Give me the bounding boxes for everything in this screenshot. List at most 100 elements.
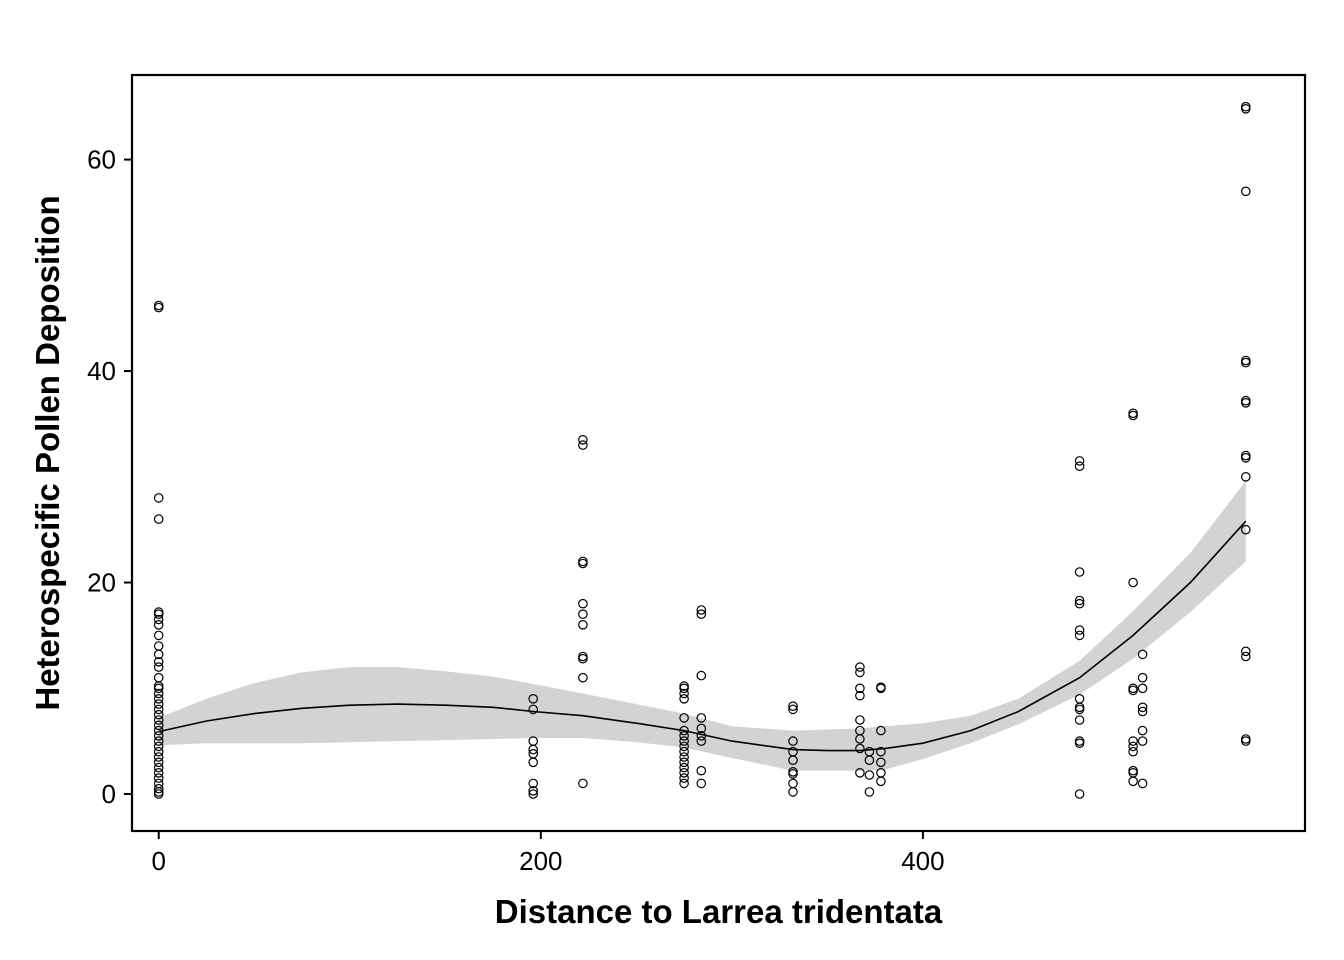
data-point: [696, 713, 707, 723]
y-axis-title: Heterospecific Pollen Deposition: [29, 195, 66, 710]
data-point: [679, 778, 689, 789]
data-point: [528, 785, 538, 796]
data-point: [696, 609, 707, 619]
data-point: [578, 434, 588, 445]
data-point: [864, 755, 875, 765]
data-point: [578, 778, 588, 789]
confidence-band: [158, 481, 1246, 771]
plot-frame: [130, 73, 1307, 833]
data-point: [679, 736, 689, 746]
data-point: [153, 656, 164, 667]
data-point: [696, 723, 707, 734]
data-point: [1241, 357, 1251, 368]
data-point: [855, 743, 865, 754]
data-point: [153, 619, 164, 630]
data-point: [1074, 598, 1085, 609]
data-point: [153, 767, 164, 778]
data-point: [153, 630, 164, 641]
data-point: [876, 776, 886, 787]
data-point: [153, 752, 164, 762]
data-point: [1137, 725, 1148, 736]
x-tick-label: 400: [901, 846, 944, 876]
data-point: [153, 715, 164, 725]
data-point: [1241, 736, 1251, 746]
data-point: [1241, 452, 1251, 463]
data-point: [578, 558, 588, 569]
data-point: [153, 493, 164, 503]
data-point: [1241, 471, 1251, 482]
data-point: [1137, 736, 1148, 746]
data-point: [788, 755, 798, 765]
data-point: [864, 770, 875, 780]
data-point: [153, 614, 164, 625]
data-point: [1241, 186, 1251, 197]
data-point: [153, 300, 164, 311]
data-point: [679, 683, 689, 694]
data-point: [1241, 104, 1251, 114]
data-point: [876, 683, 886, 694]
data-point: [855, 690, 865, 701]
data-point: [679, 773, 689, 783]
smooth-fit-line: [158, 520, 1247, 752]
data-point: [1128, 685, 1138, 696]
data-point: [1128, 410, 1138, 421]
data-point: [153, 741, 164, 752]
data-point: [1128, 776, 1138, 787]
data-point: [855, 662, 865, 672]
data-point: [153, 662, 164, 672]
data-point: [679, 713, 689, 723]
x-axis: 0 200 400: [152, 831, 945, 876]
data-point: [1074, 456, 1085, 466]
data-point: [1074, 567, 1085, 577]
data-point: [153, 746, 164, 757]
data-point: [153, 709, 164, 720]
data-point: [153, 688, 164, 699]
data-point: [578, 598, 588, 609]
data-point: [679, 757, 689, 768]
data-point: [1137, 672, 1148, 683]
data-point: [153, 699, 164, 709]
data-point: [788, 787, 798, 797]
data-point: [696, 736, 707, 746]
data-point: [528, 704, 538, 715]
data-point: [855, 767, 865, 778]
y-tick-label: 20: [87, 568, 116, 598]
data-point: [788, 769, 798, 779]
data-point: [1241, 524, 1251, 535]
data-point: [1074, 625, 1085, 635]
data-point: [696, 605, 707, 615]
fit-line: [158, 520, 1247, 752]
data-point: [679, 767, 689, 778]
data-point: [1241, 397, 1251, 408]
data-point: [153, 773, 164, 783]
data-point: [153, 704, 164, 715]
data-point: [578, 609, 588, 619]
data-point: [696, 765, 707, 776]
data-point: [153, 649, 164, 660]
data-point: [876, 725, 886, 736]
data-point: [153, 514, 164, 524]
data-point: [1128, 736, 1138, 746]
data-point: [1137, 706, 1148, 717]
x-axis-title: Distance to Larrea tridentata: [495, 893, 943, 930]
y-axis: 0 20 40 60: [87, 145, 132, 809]
data-point: [876, 757, 886, 768]
data-point: [1074, 704, 1085, 715]
data-point: [1074, 789, 1085, 799]
data-point: [788, 701, 798, 711]
data-point: [153, 683, 164, 694]
data-point: [153, 736, 164, 746]
data-point: [679, 688, 689, 699]
data-point: [855, 715, 865, 725]
data-point: [153, 757, 164, 768]
data-point: [855, 734, 865, 744]
data-point: [679, 752, 689, 762]
data-point: [1128, 741, 1138, 752]
data-point: [528, 778, 538, 789]
data-point: [855, 683, 865, 694]
data-point: [528, 757, 538, 768]
data-point: [1074, 461, 1085, 471]
data-point: [864, 787, 875, 797]
